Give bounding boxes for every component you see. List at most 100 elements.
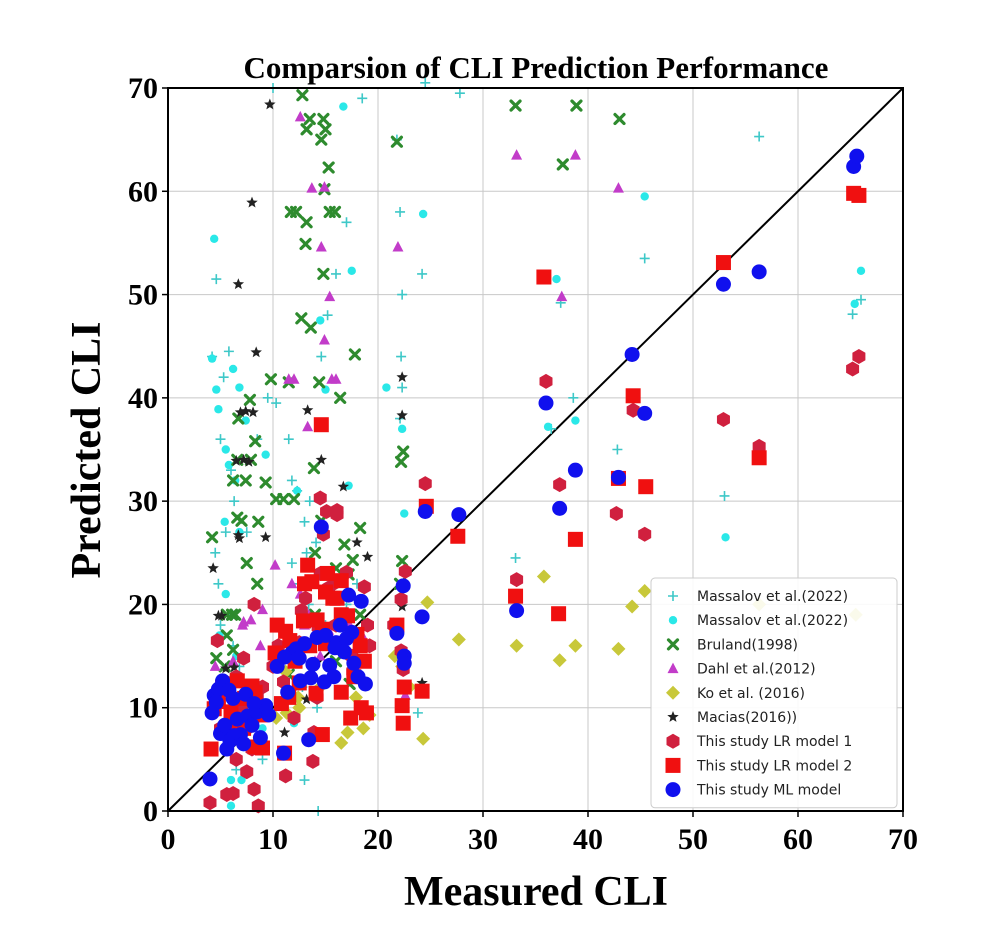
data-point	[721, 533, 730, 542]
plot-frame	[167, 87, 904, 812]
legend-box	[650, 577, 898, 809]
legend-entry: This study LR model 2	[665, 757, 852, 774]
data-point	[299, 775, 310, 786]
data-point	[239, 405, 252, 417]
data-point	[511, 149, 523, 160]
y-tick-label: 60	[128, 175, 158, 208]
data-point	[509, 603, 525, 619]
data-point	[262, 392, 273, 403]
data-point	[315, 453, 328, 465]
data-point	[301, 404, 314, 416]
legend: Massalov et al.(2022) Massalov et al.(202…	[650, 577, 898, 809]
data-point	[352, 638, 368, 654]
data-point	[304, 496, 315, 507]
data-point	[339, 102, 348, 111]
data-point	[543, 422, 553, 431]
data-point	[254, 639, 266, 651]
data-point	[287, 492, 301, 506]
data-point	[203, 795, 217, 811]
data-point	[612, 182, 624, 193]
data-point	[225, 608, 239, 621]
chart-title: Comparsion of CLI Prediction Performance	[244, 50, 829, 85]
data-point	[322, 657, 338, 673]
data-point	[612, 444, 623, 455]
data-point	[295, 613, 311, 629]
legend-marker	[666, 638, 680, 651]
data-point	[314, 650, 326, 661]
data-point	[639, 253, 650, 264]
data-point	[226, 785, 240, 801]
data-point	[395, 206, 406, 217]
data-point	[305, 656, 321, 672]
data-point	[356, 721, 371, 736]
data-point	[276, 745, 291, 761]
data-point	[304, 321, 317, 334]
legend-marker	[665, 757, 681, 773]
data-point	[291, 650, 307, 666]
data-point	[344, 481, 353, 490]
data-point	[301, 732, 317, 748]
legend-marker	[666, 685, 680, 700]
data-point	[333, 684, 349, 700]
data-point	[856, 294, 866, 305]
data-point	[303, 670, 319, 686]
data-point	[240, 764, 254, 780]
data-point	[211, 274, 222, 285]
data-point	[610, 469, 626, 485]
data-point	[251, 577, 264, 590]
data-point	[234, 406, 247, 418]
data-point	[269, 559, 281, 570]
data-point	[229, 608, 242, 621]
data-point	[306, 182, 318, 193]
data-point	[396, 655, 412, 671]
data-point	[300, 216, 313, 229]
data-point	[308, 685, 324, 701]
data-point	[397, 382, 408, 393]
data-point	[353, 700, 369, 716]
data-point	[317, 112, 330, 126]
y-tick-label: 30	[128, 485, 158, 518]
data-point	[567, 462, 583, 478]
x-axis-ticks: 0 10 20 30 40 50 60 70	[161, 811, 918, 856]
data-point	[395, 578, 411, 594]
data-point	[329, 590, 345, 606]
data-point	[295, 312, 308, 325]
data-point	[510, 552, 521, 563]
data-point	[247, 781, 261, 797]
data-point	[307, 461, 321, 475]
data-point	[215, 609, 228, 621]
y-tick-label: 10	[128, 692, 158, 725]
data-point	[552, 653, 567, 668]
data-point	[331, 268, 341, 279]
data-point	[398, 563, 412, 579]
data-point	[202, 771, 218, 787]
data-point	[395, 455, 408, 468]
data-point	[538, 395, 554, 411]
data-point	[232, 278, 245, 290]
y-axis-label: Predicted CLI	[64, 321, 110, 578]
data-point	[239, 474, 252, 487]
data-point	[327, 640, 343, 656]
data-point	[417, 268, 428, 279]
data-point	[346, 553, 359, 567]
data-point	[640, 192, 649, 201]
data-point	[278, 623, 294, 639]
data-point	[318, 181, 330, 192]
legend-marker	[667, 711, 679, 722]
data-point	[227, 643, 240, 656]
data-point	[625, 599, 640, 614]
data-point	[313, 519, 329, 535]
data-point	[338, 538, 351, 551]
data-point	[450, 528, 466, 544]
data-point	[264, 98, 276, 110]
data-point	[246, 696, 262, 712]
data-point	[613, 112, 626, 126]
data-point	[249, 435, 262, 448]
data-point	[226, 801, 236, 811]
data-point	[237, 650, 251, 666]
data-point	[847, 309, 858, 320]
data-point	[214, 405, 223, 414]
data-point	[625, 388, 641, 404]
data-point	[509, 638, 524, 653]
data-point	[637, 405, 653, 421]
